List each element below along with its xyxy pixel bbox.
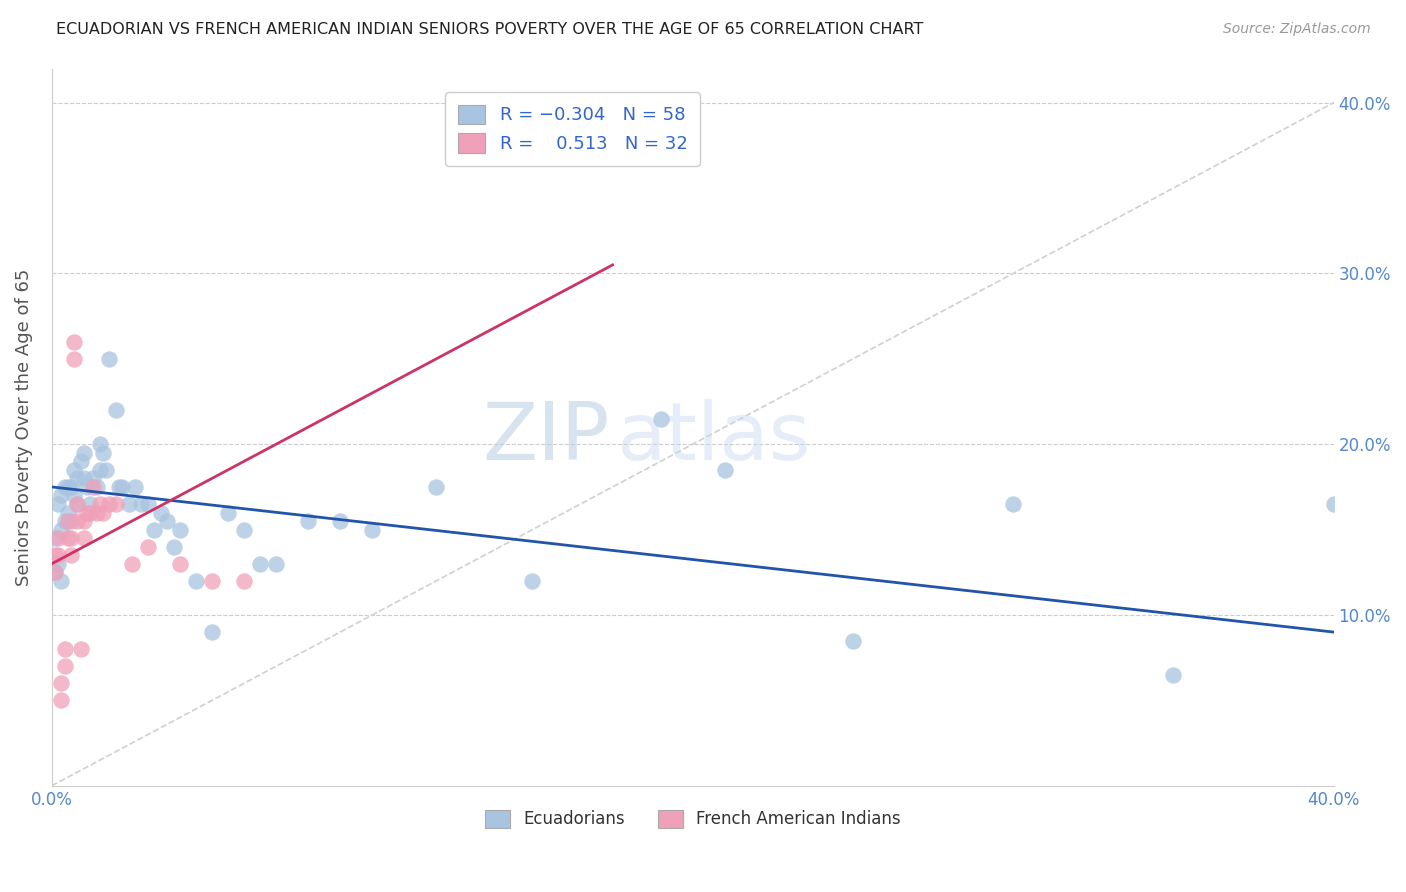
Point (111, 480, 134, 494)
Point (44, 531, 66, 545)
Point (361, 523, 384, 537)
Point (66, 497, 89, 511)
Point (79, 497, 101, 511)
Point (86, 506, 108, 520)
Point (217, 506, 239, 520)
Point (124, 480, 146, 494)
Point (63, 463, 86, 477)
Point (66, 471, 89, 485)
Text: Source: ZipAtlas.com: Source: ZipAtlas.com (1223, 22, 1371, 37)
Point (108, 480, 131, 494)
Point (104, 403, 127, 417)
Point (184, 574, 207, 588)
Point (76, 506, 98, 520)
Point (73, 471, 96, 485)
Point (233, 574, 256, 588)
Point (53, 642, 76, 657)
Point (66, 514, 89, 528)
Point (73, 514, 96, 528)
Point (44, 548, 66, 562)
Point (842, 633, 865, 648)
Point (51, 574, 73, 588)
Point (249, 557, 271, 571)
Point (82, 471, 104, 485)
Point (56, 531, 79, 545)
Text: ZIP: ZIP (482, 399, 609, 477)
Point (51, 488, 73, 502)
Point (76, 480, 98, 494)
Point (69, 454, 91, 468)
Point (46, 548, 69, 562)
Point (46, 531, 69, 545)
Point (131, 497, 153, 511)
Point (56, 514, 79, 528)
Point (169, 557, 191, 571)
Point (104, 497, 127, 511)
Point (169, 523, 191, 537)
Point (59, 514, 82, 528)
Point (82, 480, 104, 494)
Point (89, 463, 111, 477)
Point (56, 480, 79, 494)
Y-axis label: Seniors Poverty Over the Age of 65: Seniors Poverty Over the Age of 65 (15, 268, 32, 586)
Legend: Ecuadorians, French American Indians: Ecuadorians, French American Indians (478, 803, 907, 835)
Text: ECUADORIAN VS FRENCH AMERICAN INDIAN SENIORS POVERTY OVER THE AGE OF 65 CORRELAT: ECUADORIAN VS FRENCH AMERICAN INDIAN SEN… (56, 22, 924, 37)
Point (118, 497, 141, 511)
Point (1002, 497, 1025, 511)
Point (89, 497, 111, 511)
Point (66, 497, 89, 511)
Point (44, 566, 66, 580)
Point (69, 642, 91, 657)
Point (59, 548, 82, 562)
Point (91, 506, 114, 520)
Point (53, 480, 76, 494)
Point (51, 676, 73, 690)
Point (79, 506, 101, 520)
Point (136, 497, 159, 511)
Point (46, 497, 69, 511)
Point (46, 557, 69, 571)
Point (136, 540, 159, 554)
Point (297, 514, 319, 528)
Point (91, 446, 114, 460)
Point (1323, 497, 1346, 511)
Point (56, 506, 79, 520)
Point (143, 523, 166, 537)
Point (53, 659, 76, 673)
Point (713, 463, 735, 477)
Point (650, 411, 672, 425)
Point (53, 514, 76, 528)
Point (522, 574, 544, 588)
Point (63, 488, 86, 502)
Point (98, 497, 121, 511)
Point (51, 523, 73, 537)
Point (59, 480, 82, 494)
Point (162, 540, 184, 554)
Point (63, 334, 86, 349)
Point (73, 531, 96, 545)
Point (63, 351, 86, 366)
Text: atlas: atlas (616, 399, 810, 477)
Point (425, 480, 447, 494)
Point (59, 531, 82, 545)
Point (89, 437, 111, 451)
Point (329, 514, 352, 528)
Point (73, 446, 96, 460)
Point (201, 574, 224, 588)
Point (201, 625, 224, 640)
Point (264, 557, 287, 571)
Point (44, 566, 66, 580)
Point (96, 463, 118, 477)
Point (98, 351, 121, 366)
Point (233, 523, 256, 537)
Point (1163, 667, 1185, 681)
Point (149, 506, 172, 520)
Point (156, 514, 179, 528)
Point (86, 480, 108, 494)
Point (121, 557, 143, 571)
Point (51, 693, 73, 707)
